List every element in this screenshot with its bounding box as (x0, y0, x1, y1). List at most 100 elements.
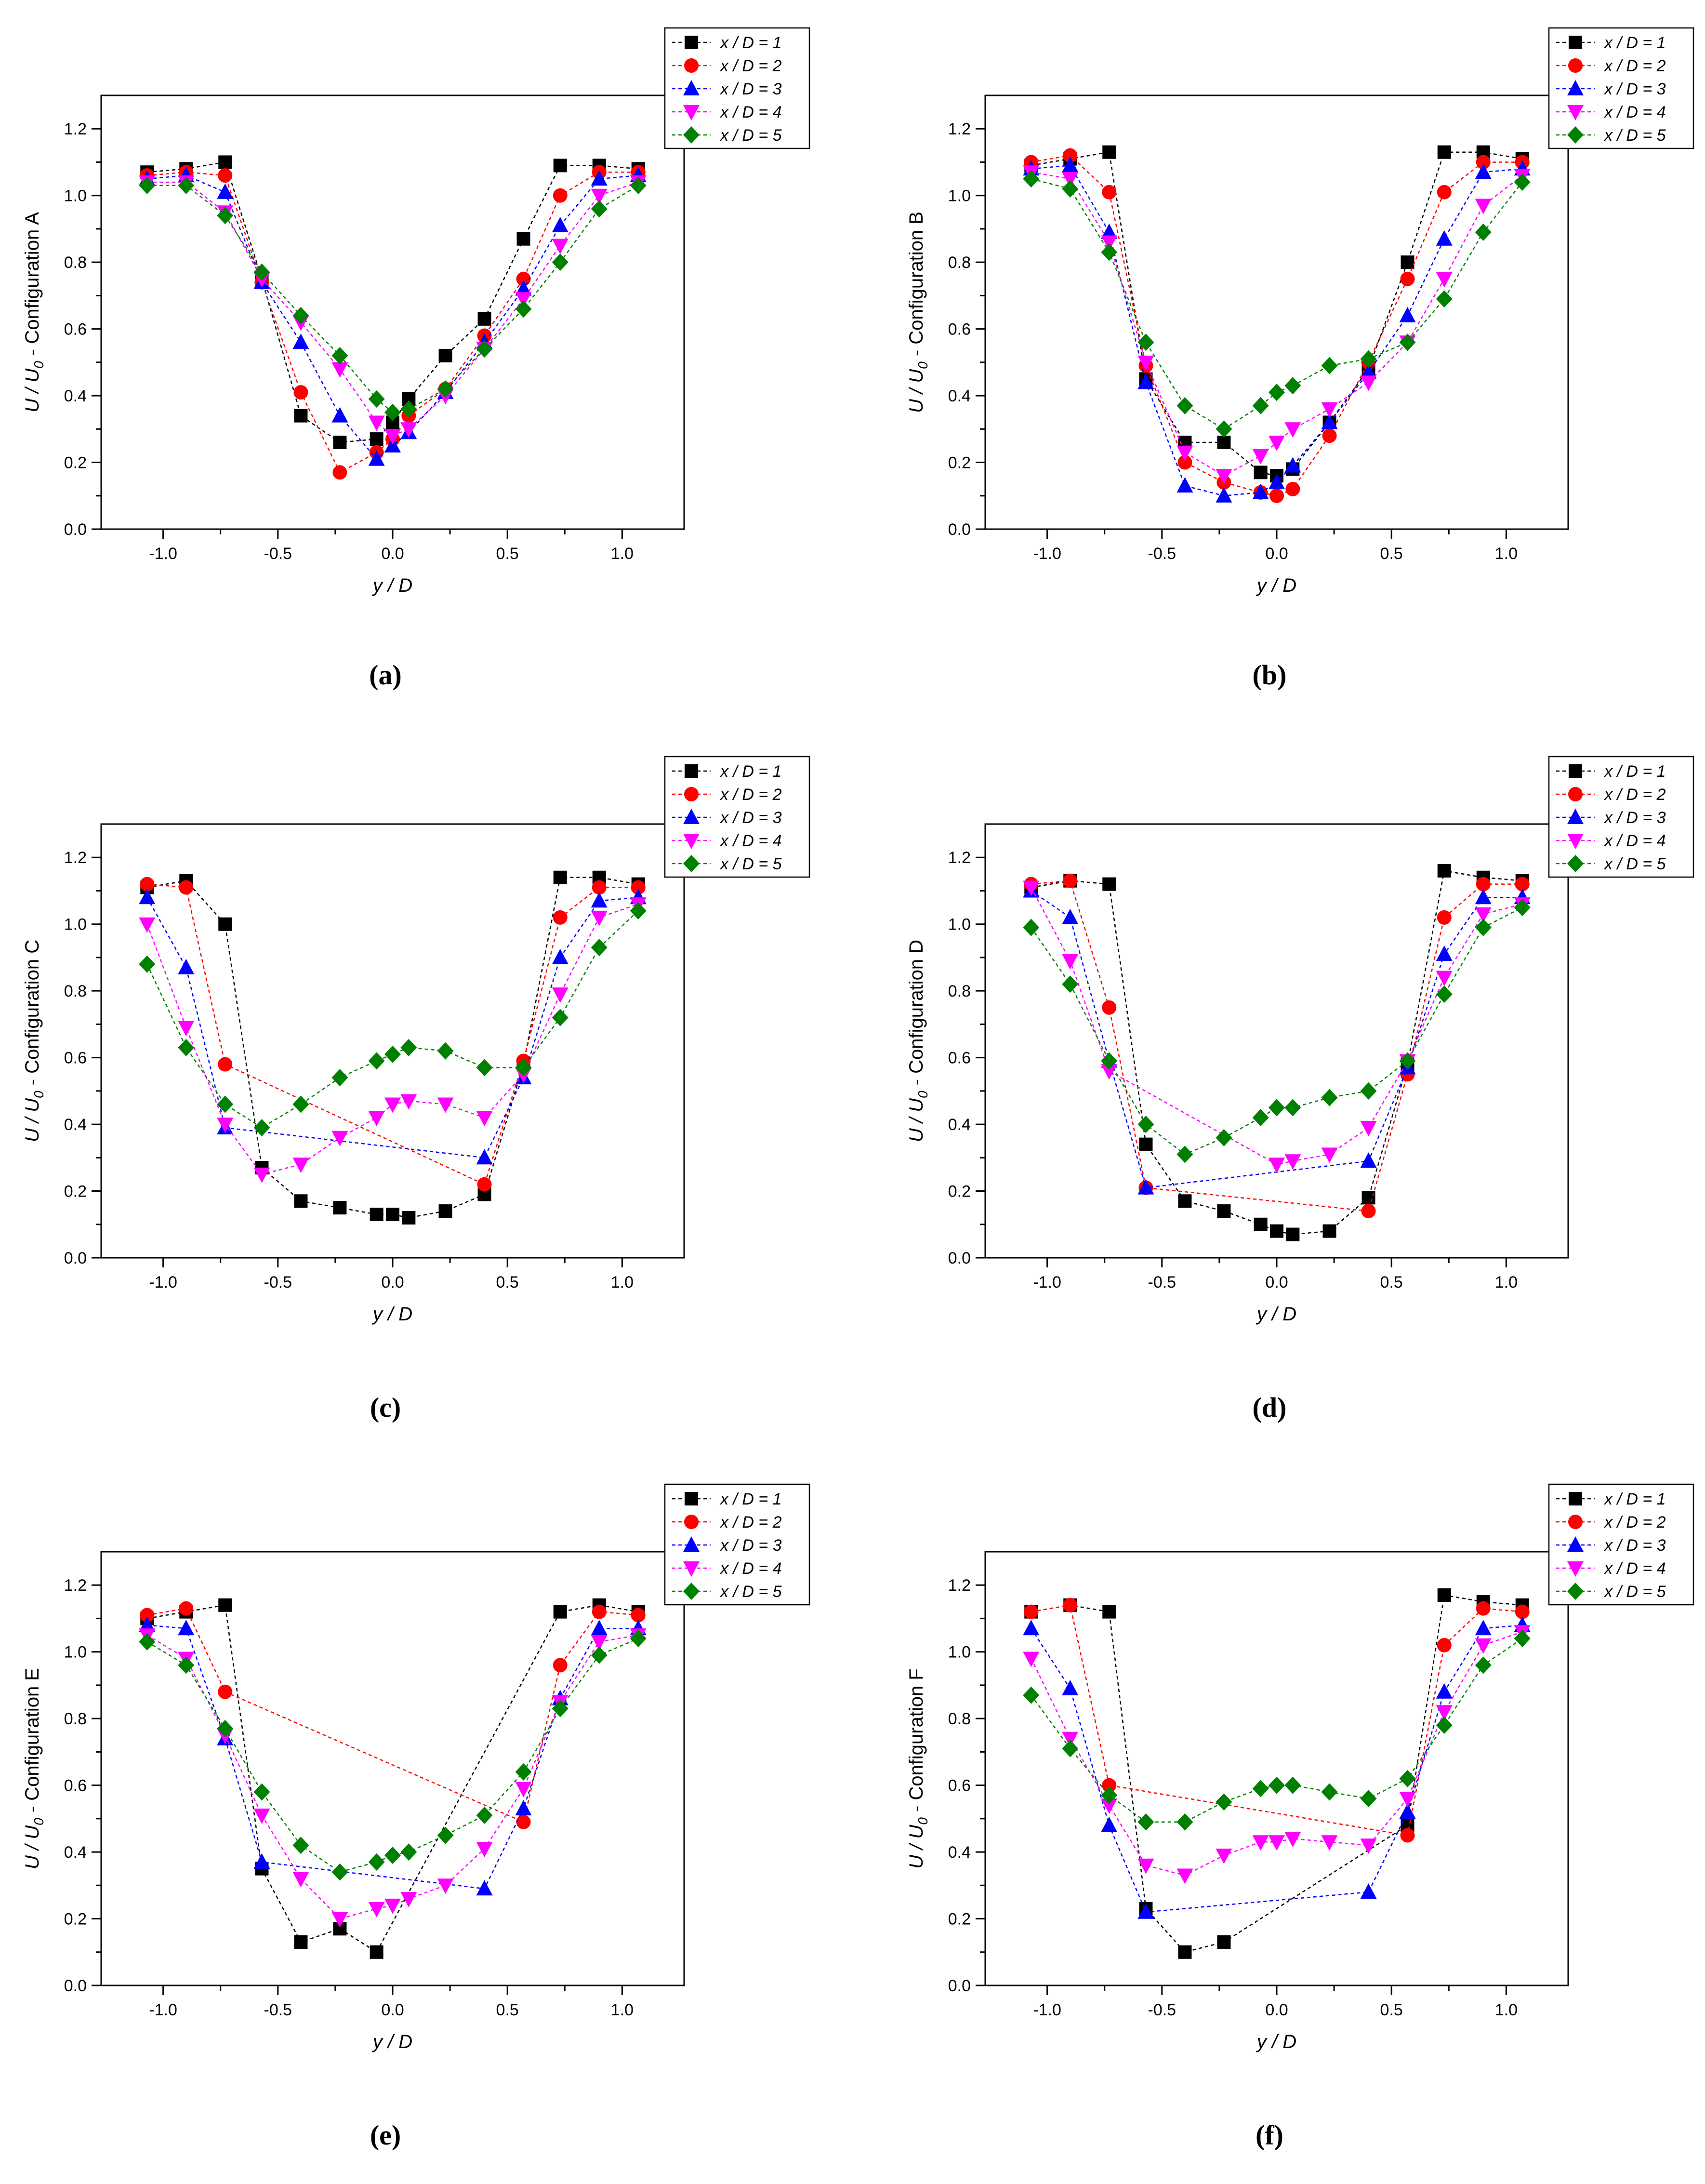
data-point (1269, 1158, 1285, 1173)
data-point (331, 1131, 348, 1146)
x-tick-label: 1.0 (1495, 2001, 1518, 2019)
y-tick-label: 0.0 (948, 520, 971, 539)
data-point (553, 910, 568, 925)
x-axis-label: y / D (371, 575, 412, 596)
data-point (1137, 373, 1154, 389)
data-point (1515, 1604, 1530, 1619)
legend-marker (683, 1583, 700, 1600)
y-tick-label: 0.6 (948, 320, 971, 339)
y-axis-label: U / U0 - Configuration E (22, 1668, 46, 1869)
data-point (1360, 1883, 1377, 1899)
data-point (631, 1608, 646, 1623)
data-point (1400, 271, 1415, 286)
legend: x / D = 1 x / D = 2 x / D = 3 x / D = 4 x / … (664, 756, 810, 878)
data-point (384, 1097, 401, 1113)
x-tick-label: 0.0 (1265, 1273, 1288, 1292)
legend-label: x / D = 1 (1603, 762, 1666, 781)
legend-marker (1567, 126, 1584, 144)
legend-marker (1569, 764, 1582, 778)
legend-marker (683, 855, 700, 872)
legend-marker (1568, 1515, 1583, 1529)
data-point (1254, 466, 1268, 479)
data-point (591, 939, 608, 957)
data-point (477, 1177, 492, 1192)
series-5 (1023, 899, 1531, 1163)
data-point (1269, 1099, 1285, 1117)
legend-marker (1569, 1492, 1582, 1505)
data-point (1436, 985, 1453, 1003)
panel-caption: (d) (1253, 1392, 1287, 1423)
series-4 (139, 1628, 647, 1928)
data-point (218, 168, 233, 183)
data-point (1252, 1835, 1269, 1851)
legend-label: x / D = 2 (719, 786, 782, 804)
data-point (476, 1842, 493, 1858)
data-point (591, 200, 608, 218)
data-point (1476, 877, 1491, 892)
data-point (1216, 1793, 1232, 1811)
data-point (1062, 975, 1079, 993)
data-point (1216, 420, 1232, 438)
legend-marker (1567, 1583, 1584, 1600)
data-point (1399, 306, 1416, 322)
legend-marker (1567, 855, 1584, 872)
data-point (1436, 1705, 1453, 1721)
legend-marker (685, 36, 698, 49)
legend-label: x / D = 2 (1603, 57, 1666, 75)
data-point (253, 1853, 270, 1869)
data-point (1177, 455, 1192, 470)
data-point (400, 1039, 417, 1056)
data-point (1176, 445, 1193, 461)
data-point (1252, 397, 1269, 414)
data-point (368, 390, 385, 408)
x-tick-label: 0.5 (1380, 1273, 1403, 1292)
legend-marker (1568, 58, 1583, 73)
series-2 (140, 1601, 646, 1829)
data-point (1062, 954, 1079, 970)
series-4 (1023, 165, 1531, 485)
data-point (1252, 483, 1269, 499)
data-point (217, 1095, 234, 1113)
data-point (1023, 919, 1040, 936)
chart-panel-e: 0.0 0.2 0.4 0.6 0.8 1.0 1.2 -1.0 -0.5 0.0 0.5 1.0 y … (22, 1483, 810, 2151)
legend-marker (683, 80, 700, 95)
data-point (1062, 1679, 1079, 1695)
x-axis-label: y / D (371, 1304, 412, 1325)
y-tick-label: 1.2 (948, 120, 971, 138)
x-tick-label: 1.0 (611, 545, 634, 563)
y-tick-label: 0.0 (64, 1249, 87, 1267)
data-point (1062, 908, 1079, 924)
x-tick-label: -1.0 (149, 545, 177, 563)
data-point (368, 1052, 385, 1070)
legend-marker (1567, 80, 1584, 95)
data-point (292, 1837, 309, 1854)
legend-marker (1568, 787, 1583, 801)
data-point (515, 300, 532, 318)
legend: x / D = 1 x / D = 2 x / D = 3 x / D = 4 x / … (1548, 756, 1694, 878)
panel-caption: (c) (370, 1392, 401, 1423)
data-point (591, 188, 608, 204)
data-point (437, 1878, 454, 1894)
legend-marker (683, 1561, 700, 1577)
legend-marker (683, 809, 700, 824)
data-point (178, 1039, 195, 1056)
data-point (476, 1880, 493, 1896)
data-point (1102, 145, 1116, 159)
data-point (1269, 436, 1285, 451)
data-point (1360, 363, 1377, 379)
data-point (1102, 1000, 1117, 1015)
legend-label: x / D = 5 (719, 1583, 782, 1601)
series-line (147, 181, 639, 437)
data-point (217, 1719, 234, 1737)
x-tick-label: -0.5 (1148, 2001, 1176, 2019)
chart-panel-d: 0.0 0.2 0.4 0.6 0.8 1.0 1.2 -1.0 -0.5 0.0 0.5 1.0 y … (906, 756, 1694, 1423)
data-point (384, 429, 401, 445)
data-point (400, 400, 417, 418)
data-point (437, 1042, 454, 1060)
data-point (1436, 946, 1453, 961)
data-point (218, 155, 232, 169)
legend: x / D = 1 x / D = 2 x / D = 3 x / D = 4 x / … (664, 1483, 810, 1606)
data-point (591, 910, 608, 926)
data-point (1062, 172, 1079, 188)
legend-label: x / D = 5 (1603, 126, 1666, 145)
